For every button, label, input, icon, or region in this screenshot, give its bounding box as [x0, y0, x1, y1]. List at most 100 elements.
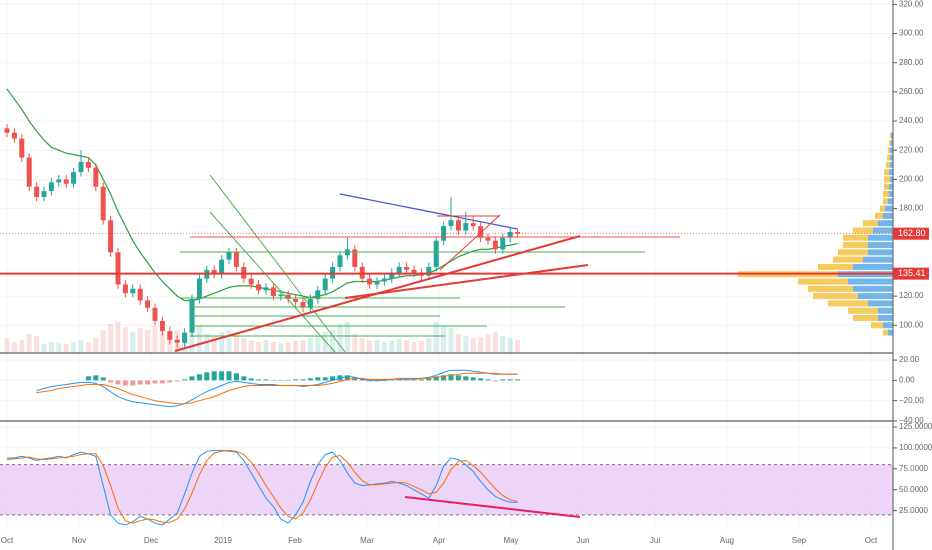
- candle-body: [137, 288, 143, 301]
- macd-histogram-bar: [108, 380, 114, 383]
- volume-bar: [130, 332, 136, 352]
- macd-histogram-bar: [152, 380, 158, 384]
- volume-bar: [344, 322, 350, 352]
- macd-histogram-bar: [278, 379, 284, 381]
- candle-body: [389, 272, 395, 279]
- macd-histogram-bar: [330, 376, 336, 381]
- volume-profile-up: [878, 314, 893, 321]
- y-tick-label: 20.00: [899, 355, 920, 364]
- candle-body: [233, 252, 239, 267]
- candle-body: [182, 332, 188, 343]
- candle-body: [78, 161, 84, 173]
- volume-profile-down: [838, 249, 868, 256]
- volume-bar: [389, 341, 395, 352]
- y-tick-label: −40.00: [899, 416, 924, 425]
- candle-body: [448, 220, 454, 227]
- volume-profile-up: [883, 322, 893, 329]
- volume-bar: [455, 334, 461, 352]
- volume-bar: [478, 337, 484, 352]
- macd-histogram-bar: [233, 373, 239, 381]
- volume-profile-up: [890, 154, 893, 161]
- x-tick-label: Oct: [1, 536, 14, 545]
- volume-profile-down: [884, 183, 889, 190]
- candle-body: [285, 294, 291, 300]
- macd-histogram-bar: [485, 379, 491, 381]
- macd-histogram-bar: [411, 379, 417, 381]
- x-tick-label: Feb: [288, 536, 302, 545]
- trend-drawing: [439, 214, 501, 271]
- volume-bar: [93, 338, 99, 352]
- candle-body: [100, 186, 106, 221]
- volume-profile-down: [887, 154, 890, 161]
- volume-bar: [485, 334, 491, 352]
- candle-body: [167, 331, 173, 340]
- volume-bar: [115, 322, 121, 352]
- macd-histogram-bar: [441, 375, 447, 381]
- macd-histogram-bar: [448, 374, 454, 381]
- macd-histogram-bar: [374, 380, 380, 382]
- candle-body: [93, 167, 99, 187]
- macd-histogram-bar: [418, 379, 424, 381]
- macd-histogram-bar: [256, 379, 262, 381]
- macd-histogram-bar: [455, 375, 461, 381]
- macd-histogram-bar: [515, 379, 521, 381]
- x-tick-label: Sep: [792, 536, 807, 545]
- divergence-drawing: [404, 496, 581, 518]
- macd-histogram-bar: [159, 380, 165, 384]
- macd-histogram-bar: [226, 371, 232, 381]
- volume-profile-down: [853, 314, 878, 321]
- macd-histogram-bar: [322, 377, 328, 381]
- volume-bar: [256, 342, 262, 352]
- macd-histogram-bar: [145, 380, 151, 385]
- macd-histogram-bar: [211, 371, 217, 381]
- candle-body: [256, 284, 262, 291]
- candle-body: [500, 237, 506, 250]
- volume-profile-down: [843, 242, 868, 249]
- volume-profile-down: [848, 307, 878, 314]
- price-tag-label: 135.41: [898, 268, 926, 278]
- volume-bar: [100, 330, 106, 352]
- volume-profile-up: [868, 249, 893, 256]
- candle-body: [211, 269, 217, 275]
- volume-profile-down: [888, 147, 890, 154]
- volume-bar: [189, 324, 195, 352]
- candle-body: [130, 288, 136, 294]
- y-tick-label: 125.0000: [899, 422, 932, 431]
- volume-profile-down: [828, 300, 868, 307]
- candle-body: [152, 307, 158, 321]
- candle-body: [478, 226, 484, 238]
- macd-histogram-bar: [285, 379, 291, 381]
- volume-profile-down: [889, 139, 891, 146]
- volume-profile-down: [813, 293, 858, 300]
- background-layer: [0, 0, 893, 530]
- volume-profile-up: [890, 161, 893, 168]
- candle-body: [219, 259, 225, 275]
- volume-bar: [56, 343, 62, 352]
- candle-body: [263, 287, 269, 291]
- volume-bar: [85, 342, 91, 352]
- y-tick-label: 240.00: [899, 116, 924, 125]
- volume-bar: [159, 332, 165, 352]
- volume-bar: [137, 328, 143, 352]
- volume-bar: [41, 344, 47, 352]
- y-tick-label: 0.00: [899, 376, 915, 385]
- x-tick-label: Jul: [650, 536, 660, 545]
- y-tick-label: 100.00: [899, 320, 924, 329]
- volume-bar: [381, 342, 387, 352]
- candle-body: [145, 300, 151, 308]
- volume-profile-up: [891, 132, 893, 139]
- volume-bar: [219, 332, 225, 352]
- volume-bar: [4, 338, 10, 352]
- volume-bar: [34, 336, 40, 352]
- price-tag-label: 162.80: [898, 228, 926, 238]
- volume-bar: [507, 338, 513, 352]
- volume-profile-up: [888, 198, 893, 205]
- macd-histogram-bar: [219, 371, 225, 381]
- x-tick-label: Aug: [720, 536, 734, 545]
- volume-profile-up: [863, 256, 893, 263]
- trend-drawing: [209, 211, 336, 353]
- macd-histogram-bar: [174, 380, 180, 382]
- candle-body: [226, 252, 232, 260]
- candle-body: [433, 240, 439, 267]
- volume-profile-down: [886, 161, 890, 168]
